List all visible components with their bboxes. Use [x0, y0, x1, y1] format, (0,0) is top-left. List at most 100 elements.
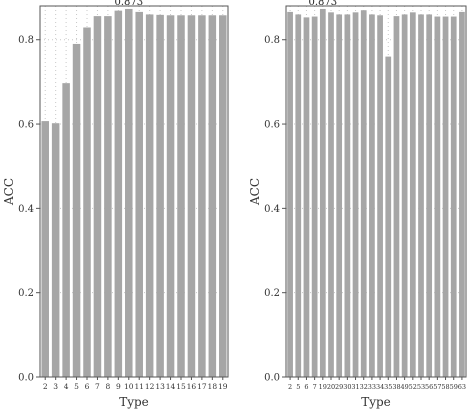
left-chart-panel: 0.00.20.40.60.82 3 4 5 6 7 8 9 10 11 12 13 14 15 16 17 1… — [2, 0, 229, 409]
bar — [93, 16, 102, 377]
x-tick-label: 19 — [218, 382, 228, 391]
data-label: 0.873 — [308, 0, 337, 8]
bar — [336, 14, 343, 377]
bar — [166, 15, 175, 378]
bar — [145, 14, 154, 377]
x-tick-label: 16 — [187, 382, 197, 391]
plot-frame — [39, 5, 229, 378]
bar — [51, 123, 60, 377]
y-axis-title: ACC — [248, 178, 262, 206]
x-axis-title: Type — [119, 395, 149, 409]
y-tick-label: 0.4 — [18, 204, 34, 215]
y-tick-label: 0.0 — [264, 373, 280, 384]
x-tick-label: 35 — [384, 383, 392, 391]
bar — [104, 16, 112, 377]
y-axis-title: ACC — [2, 178, 16, 206]
x-tick-label: 57 — [433, 383, 441, 391]
x-tick-label: 31 — [351, 383, 359, 391]
x-tick-label: 34 — [376, 383, 384, 391]
x-tick-label: 5 — [74, 382, 79, 391]
x-tick-label: 11 — [134, 382, 144, 391]
x-tick-label: 6 — [304, 383, 308, 391]
y-tick-label: 0.2 — [264, 288, 280, 299]
bar — [352, 12, 359, 378]
bar — [62, 83, 70, 378]
y-tick-label: 0.2 — [18, 288, 34, 299]
bar — [287, 11, 293, 377]
x-tick-label: 32 — [360, 383, 368, 391]
bar — [418, 14, 424, 377]
x-tick-label: 12 — [145, 382, 155, 391]
x-tick-label: 19 — [319, 383, 327, 391]
y-tick-label: 0.0 — [18, 373, 34, 384]
y-tick-label: 0.4 — [264, 204, 280, 215]
x-axis-title: Type — [361, 395, 391, 409]
plot-frame — [285, 5, 467, 378]
x-tick-label: 13 — [155, 382, 165, 391]
x-tick-label: 29 — [335, 383, 343, 391]
bar — [377, 15, 383, 378]
data-label: 0.873 — [114, 0, 143, 8]
x-tick-label: 2 — [43, 382, 48, 391]
x-tick-label: 2 — [288, 383, 292, 391]
x-tick-label: 52 — [409, 383, 417, 391]
bar — [125, 8, 133, 377]
bar — [385, 56, 392, 377]
y-tick-label: 0.6 — [264, 120, 280, 131]
bar — [41, 121, 49, 377]
bar — [360, 10, 367, 377]
x-tick-label: 49 — [400, 383, 408, 391]
bar — [187, 15, 196, 378]
x-tick-label: 15 — [176, 382, 186, 391]
bar — [114, 10, 123, 377]
bar — [156, 14, 164, 378]
bar — [328, 12, 334, 378]
x-tick-label: 53 — [417, 383, 425, 391]
y-tick-label: 0.6 — [18, 120, 34, 131]
bar — [401, 14, 408, 377]
bar — [459, 11, 465, 377]
bar — [442, 16, 449, 378]
bar — [344, 14, 351, 377]
x-tick-label: 17 — [197, 382, 207, 391]
x-tick-label: 33 — [368, 383, 376, 391]
right-chart-panel: 0.00.20.40.60.82 5 6 7 19 20 29 30 31 32 33 34 35 38 4… — [248, 0, 467, 409]
x-tick-label: 56 — [425, 383, 433, 391]
bar — [311, 16, 318, 378]
x-tick-label: 63 — [458, 383, 466, 391]
bar — [177, 15, 185, 378]
x-tick-label: 5 — [296, 383, 300, 391]
x-tick-label: 3 — [53, 382, 58, 391]
bar — [208, 15, 217, 378]
bar — [426, 14, 433, 377]
bar — [434, 16, 441, 378]
bar — [393, 16, 400, 377]
x-tick-label: 38 — [392, 383, 400, 391]
x-tick-label: 20 — [327, 383, 335, 391]
x-tick-label: 14 — [166, 382, 176, 391]
x-tick-label: 9 — [116, 382, 121, 391]
x-tick-label: 59 — [450, 383, 458, 391]
x-tick-label: 6 — [85, 382, 90, 391]
bar — [83, 27, 91, 378]
x-tick-label: 10 — [124, 382, 134, 391]
x-tick-label: 7 — [313, 383, 317, 391]
x-tick-label: 30 — [343, 383, 351, 391]
x-tick-label: 7 — [95, 382, 100, 391]
bar — [72, 43, 81, 378]
bar — [135, 11, 143, 377]
bar — [409, 12, 416, 378]
bar — [369, 14, 375, 377]
x-tick-label: 8 — [105, 382, 110, 391]
bar — [319, 8, 326, 377]
x-tick-label: 4 — [64, 382, 69, 391]
y-tick-label: 0.8 — [18, 35, 34, 46]
x-tick-label: 18 — [208, 382, 218, 391]
bar — [198, 15, 206, 378]
x-tick-label: 58 — [441, 383, 449, 391]
bar — [303, 17, 310, 377]
y-tick-label: 0.8 — [264, 35, 280, 46]
bar — [450, 16, 457, 378]
bar — [295, 14, 302, 377]
